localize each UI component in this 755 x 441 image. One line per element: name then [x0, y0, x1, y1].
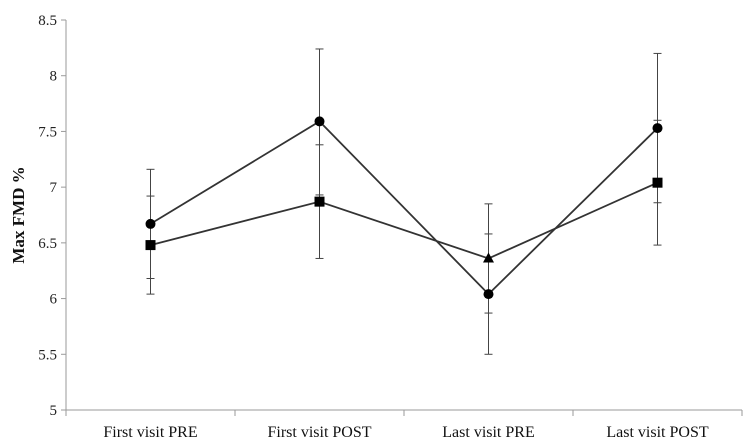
x-tick-label: Last visit POST — [606, 424, 708, 441]
x-tick-label: First visit POST — [267, 424, 371, 441]
x-axis-ticks: First visit PRE First visit POST Last visi… — [65, 410, 743, 441]
data-point-circle — [145, 218, 156, 229]
y-tick-label: 6.5 — [38, 236, 57, 252]
data-point-circle — [314, 116, 325, 127]
y-axis-label: Max FMD % — [9, 166, 28, 263]
y-tick-label: 8 — [50, 69, 58, 85]
y-tick-label: 6 — [50, 292, 58, 308]
x-tick-label: First visit PRE — [103, 424, 197, 441]
data-point-circle — [652, 123, 663, 134]
y-axis-ticks: 5 5.5 6 6.5 7 7.5 8 8.5 — [38, 13, 66, 419]
data-point-square — [652, 177, 663, 188]
series-lines — [150, 120, 659, 296]
series-line-square — [150, 181, 658, 260]
series-markers — [145, 116, 663, 300]
y-tick-label: 7 — [50, 180, 58, 196]
error-bars — [146, 48, 662, 355]
x-tick-label: Last visit PRE — [442, 424, 534, 441]
y-tick-label: 8.5 — [38, 13, 57, 29]
y-tick-label: 5.5 — [38, 347, 57, 363]
series-line-circle — [150, 120, 659, 296]
data-point-square — [145, 240, 156, 251]
y-tick-label: 5 — [50, 403, 58, 419]
data-point-triangle — [483, 252, 494, 263]
data-point-square — [314, 196, 325, 207]
data-point-circle — [483, 289, 494, 300]
y-tick-label: 7.5 — [38, 124, 57, 140]
